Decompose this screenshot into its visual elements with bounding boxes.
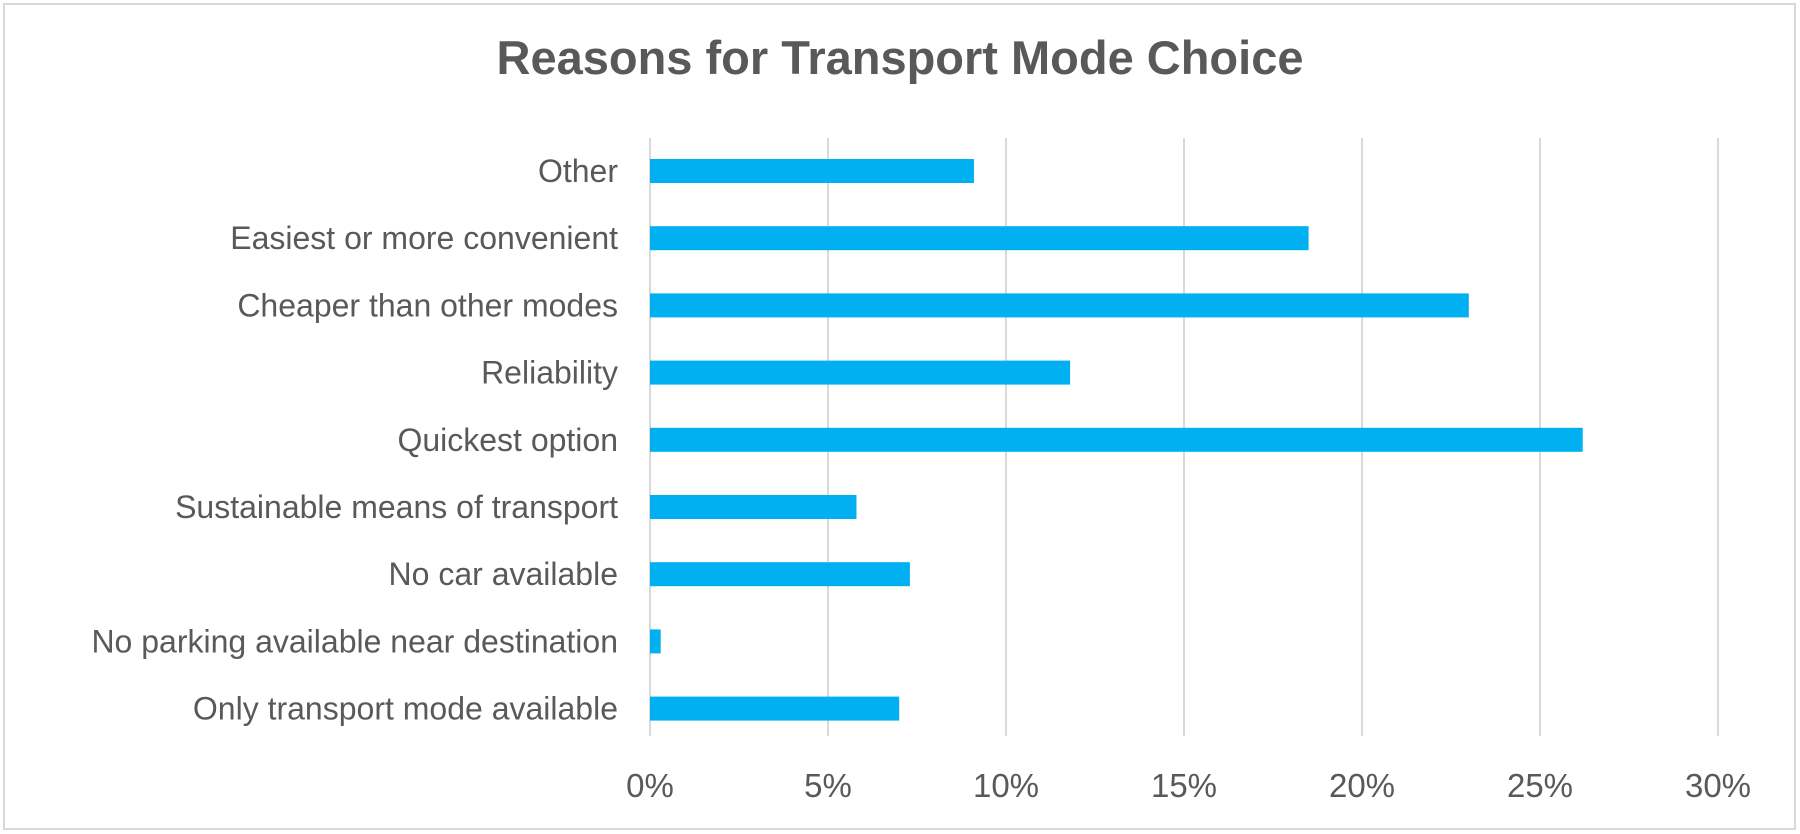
bar	[650, 562, 910, 587]
bar	[650, 495, 857, 519]
category-label: Quickest option	[397, 422, 618, 458]
x-tick-label: 15%	[1151, 767, 1217, 804]
x-tick-label: 25%	[1507, 767, 1573, 804]
x-tick-label: 5%	[804, 767, 852, 804]
category-label: Cheaper than other modes	[237, 287, 618, 323]
category-label: Sustainable means of transport	[175, 489, 618, 525]
bar	[650, 427, 1583, 452]
x-tick-label: 0%	[626, 767, 674, 804]
category-label: Other	[538, 153, 618, 189]
bar	[650, 696, 900, 721]
bar	[650, 226, 1309, 251]
bar	[650, 159, 974, 183]
bar	[650, 293, 1469, 318]
category-label: No parking available near destination	[91, 623, 618, 659]
bar	[650, 629, 661, 654]
bar	[650, 360, 1071, 385]
bars	[650, 159, 1583, 721]
x-tick-label: 10%	[973, 767, 1039, 804]
category-label: Reliability	[481, 355, 618, 391]
chart-frame	[3, 3, 1796, 830]
category-labels: Other Easiest or more convenient Cheaper t…	[91, 153, 618, 727]
category-label: No car available	[389, 556, 618, 592]
x-tick-label: 20%	[1329, 767, 1395, 804]
chart-title: Reasons for Transport Mode Choice	[496, 31, 1304, 84]
x-tick-label: 30%	[1685, 767, 1751, 804]
category-label: Easiest or more convenient	[230, 220, 618, 256]
category-label: Only transport mode available	[193, 691, 618, 727]
x-tick-labels: 0% 5% 10% 15% 20% 25% 30%	[626, 767, 1751, 804]
